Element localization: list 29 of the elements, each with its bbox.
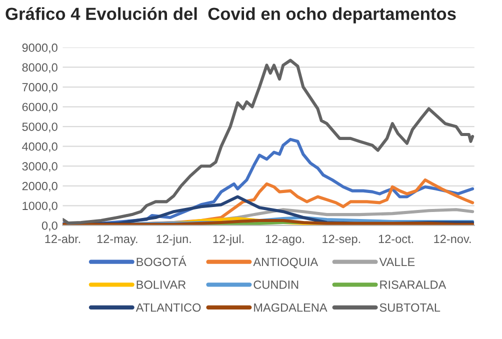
legend-label: RISARALDA bbox=[380, 280, 446, 289]
y-tick-label: 5000,0 bbox=[22, 122, 58, 132]
y-tick-label: 7000,0 bbox=[22, 83, 58, 93]
legend-label: SUBTOTAL bbox=[380, 303, 440, 312]
x-tick-label: 12-abr. bbox=[45, 234, 80, 244]
x-tick-label: 12-jun. bbox=[156, 234, 191, 246]
x-tick-label: 12-oct. bbox=[378, 234, 414, 244]
y-tick-label: 6000,0 bbox=[22, 102, 58, 113]
y-tick-label: 3000,0 bbox=[22, 162, 58, 172]
legend-label: ANTIOQUIA bbox=[253, 258, 318, 268]
legend-label: CUNDIN bbox=[254, 280, 298, 289]
x-tick-label: 12-jul. bbox=[213, 234, 244, 246]
legend-label: BOGOTÁ bbox=[136, 256, 186, 266]
x-tick-label: 12-sep. bbox=[322, 234, 360, 246]
y-tick-label: 9000,0 bbox=[22, 43, 58, 54]
legend-label: BOLIVAR bbox=[136, 280, 186, 289]
line-series bbox=[62, 58, 474, 225]
x-tick-label: 12-ago. bbox=[266, 234, 304, 246]
y-tick-label: 8000,0 bbox=[22, 63, 58, 74]
y-tick-label: 1000,0 bbox=[22, 202, 58, 212]
x-tick-label: 12-nov. bbox=[434, 234, 471, 244]
x-tick-label: 12-may. bbox=[97, 234, 138, 246]
chart-title: Gráfico 4 Evolución del Covid en ocho departamentos bbox=[6, 7, 456, 24]
y-tick-label: 2000,0 bbox=[22, 182, 58, 192]
legend-label: VALLE bbox=[379, 258, 415, 266]
legend-label: MAGDALENA bbox=[254, 303, 328, 312]
legend-label: ATLANTICO bbox=[136, 303, 201, 312]
y-tick-label: 4000,0 bbox=[22, 142, 58, 152]
y-tick-label: 0,0 bbox=[42, 221, 58, 232]
